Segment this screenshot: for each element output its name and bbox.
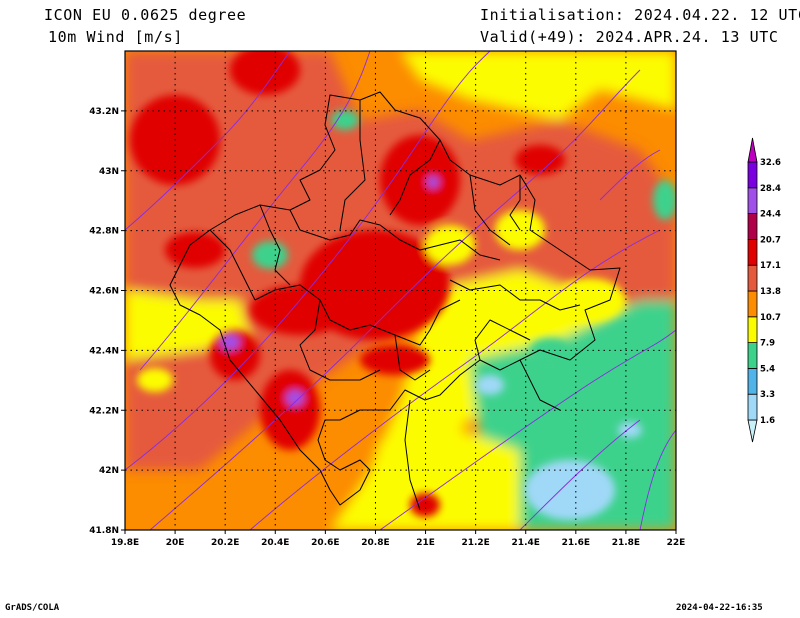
border-line (394, 334, 431, 381)
model-title: ICON EU 0.0625 degree (44, 6, 247, 24)
footer-timestamp: 2024-04-22-16:35 (676, 603, 763, 613)
colorbar-label: 3.3 (760, 390, 775, 400)
streamline (149, 69, 641, 530)
border-line (519, 359, 561, 411)
y-tick-label: 42.4N (89, 346, 119, 356)
streamline (599, 149, 661, 201)
y-tick-label: 42.2N (89, 406, 119, 416)
y-tick-label: 43N (99, 167, 119, 177)
border-line (389, 139, 441, 216)
streamlines (125, 51, 676, 530)
wind-field (125, 51, 676, 530)
colorbar-label: 17.1 (760, 261, 781, 271)
streamline (379, 329, 676, 530)
border-line (169, 91, 621, 506)
streamline (249, 229, 661, 530)
streamline (639, 429, 676, 530)
y-tick-label: 41.8N (89, 526, 119, 536)
streamline (139, 51, 371, 371)
border-line (469, 174, 511, 246)
streamline (125, 51, 491, 471)
colorbar-label: 32.6 (760, 158, 781, 168)
x-tick-label: 20.8E (361, 538, 389, 548)
y-tick-label: 42.6N (89, 287, 119, 297)
colorbar-segment (747, 316, 758, 343)
colorbar-label: 28.4 (760, 184, 781, 194)
streamline (125, 51, 291, 231)
footer-software: GrADS/COLA (5, 603, 60, 613)
variable-title: 10m Wind [m/s] (48, 28, 183, 46)
colorbar-label: 7.9 (760, 339, 775, 349)
x-tick-label: 20.4E (261, 538, 289, 548)
colorbar-segment (747, 238, 758, 266)
x-tick-label: 21.6E (562, 538, 590, 548)
colorbar-segment (747, 161, 758, 189)
border-line (299, 299, 381, 381)
x-tick-label: 21E (416, 538, 435, 548)
x-tick-label: 20E (166, 538, 185, 548)
border-line (339, 100, 366, 231)
border-line (259, 204, 291, 286)
x-tick-label: 21.8E (612, 538, 640, 548)
colorbar-max-arrow (747, 137, 758, 163)
x-tick-label: 21.4E (512, 538, 540, 548)
country-borders (169, 91, 621, 511)
colorbar: 1.6 3.3 5.4 7.9 10.7 13.8 17.1 20.7 24.4 28.4 32.6 (747, 137, 781, 443)
colorbar-segment (747, 264, 758, 292)
x-tick-label: 20.2E (211, 538, 239, 548)
y-tick-label: 42.8N (89, 227, 119, 237)
y-tick-label: 43.2N (89, 107, 119, 117)
colorbar-label: 20.7 (760, 235, 781, 245)
colorbar-segment (747, 213, 758, 240)
colorbar-segment (747, 290, 758, 318)
colorbar-segment (747, 367, 758, 395)
colorbar-segment (747, 393, 758, 421)
colorbar-segment (747, 342, 758, 369)
colorbar-label: 24.4 (760, 210, 781, 220)
x-tick-label: 20.6E (311, 538, 339, 548)
colorbar-segment (747, 187, 758, 215)
graticule (125, 51, 676, 530)
x-tick-label: 19.8E (111, 538, 139, 548)
latitude-axis: 41.8N 42N 42.2N 42.4N 42.6N 42.8N 43N 43.2N (89, 107, 125, 536)
border-line (449, 279, 581, 311)
colorbar-label: 5.4 (760, 364, 775, 374)
x-tick-label: 21.2E (461, 538, 489, 548)
colorbar-label: 10.7 (760, 313, 781, 323)
valid-time: Valid(+49): 2024.APR.24. 13 UTC (480, 28, 779, 46)
longitude-axis: 19.8E 20E 20.2E 20.4E 20.6E 20.8E 21E 21.2E 21.4… (111, 530, 686, 548)
border-line (474, 319, 531, 361)
border-line (509, 175, 521, 231)
colorbar-min-arrow (747, 419, 758, 443)
colorbar-label: 1.6 (760, 416, 775, 426)
init-time: Initialisation: 2024.04.22. 12 UTC (480, 6, 800, 24)
x-tick-label: 22E (667, 538, 686, 548)
border-line (404, 399, 421, 511)
border-line (209, 229, 256, 301)
y-tick-label: 42N (99, 466, 119, 476)
colorbar-label: 13.8 (760, 287, 781, 297)
border-line (254, 284, 461, 346)
